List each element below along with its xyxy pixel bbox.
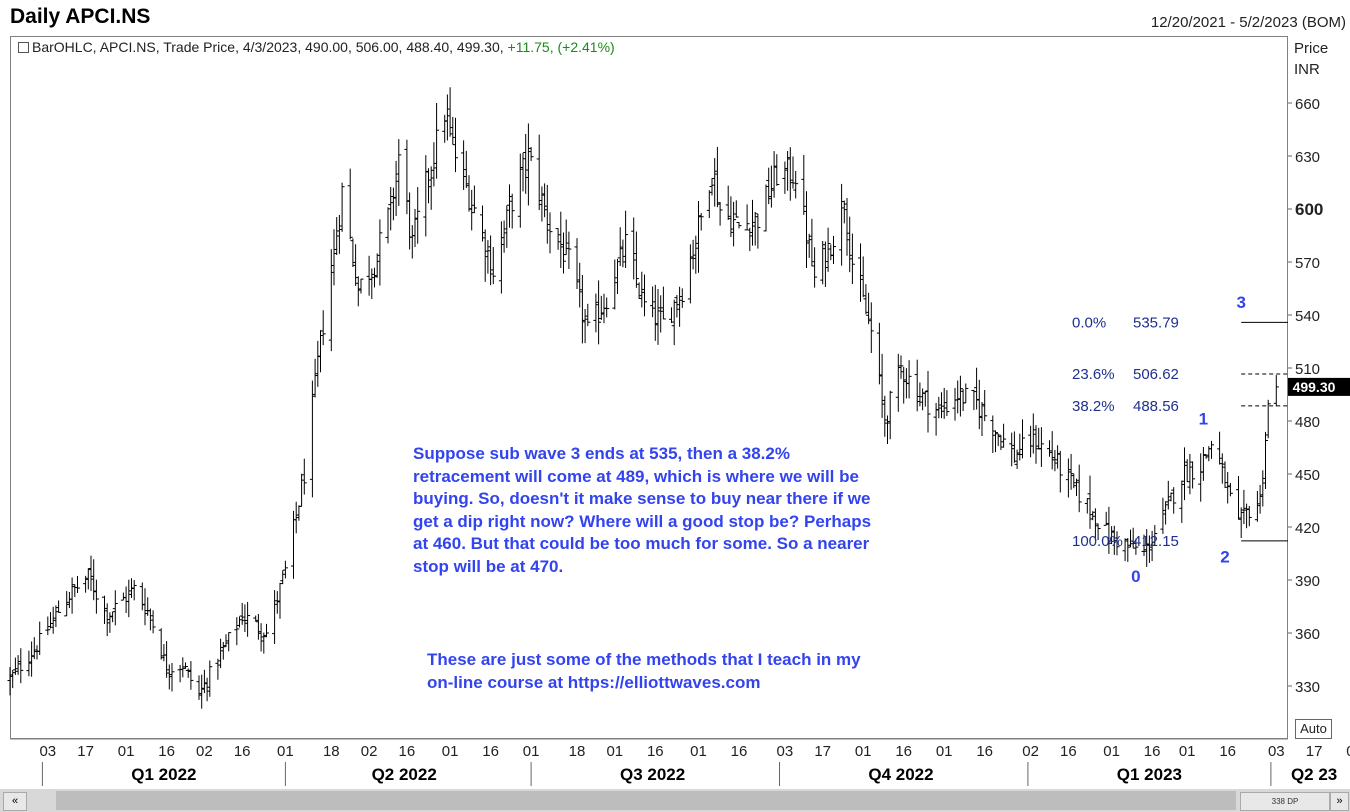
y-tick-label: 450 (1295, 467, 1320, 484)
y-tick-label: 510 (1295, 361, 1320, 378)
x-tick-label: 16 (399, 743, 416, 760)
scroll-right-icon[interactable]: » (1330, 792, 1349, 811)
zoom-indicator[interactable]: 338 DP (1240, 792, 1330, 811)
y-tick-label: 480 (1295, 414, 1320, 431)
x-tick-label: 16 (647, 743, 664, 760)
quarter-label: Q3 2022 (620, 765, 685, 784)
x-tick-label: 16 (234, 743, 251, 760)
x-tick-label: 01 (855, 743, 872, 760)
y-tick-label: 600 (1295, 200, 1323, 219)
price-axis-title-line1: Price (1294, 40, 1329, 57)
x-tick-label: 16 (1144, 743, 1161, 760)
x-tick-label: 16 (482, 743, 499, 760)
x-tick-label: 01 (606, 743, 623, 760)
quarter-label: Q2 2022 (372, 765, 437, 784)
info-icon[interactable] (18, 41, 29, 53)
fib-level-value: 488.56 (1133, 398, 1179, 415)
quarter-label: Q2 23 (1291, 765, 1337, 784)
x-tick-label: 03 (39, 743, 56, 760)
x-tick-label: 03 (777, 743, 794, 760)
wave-label: 2 (1220, 547, 1229, 566)
fib-level-value: 506.62 (1133, 366, 1179, 383)
price-axis-title: Price INR (1294, 38, 1328, 80)
x-tick-label: 01 (1179, 743, 1196, 760)
x-tick-label: 16 (158, 743, 175, 760)
info-line: BarOHLC, APCI.NS, Trade Price, 4/3/2023,… (18, 39, 615, 55)
x-tick-label: 17 (77, 743, 94, 760)
x-tick-label: 01 (277, 743, 294, 760)
fib-level-pct: 23.6% (1072, 366, 1115, 383)
y-tick-label: 330 (1295, 679, 1320, 696)
annotation-retracement-note: Suppose sub wave 3 ends at 535, then a 3… (413, 444, 872, 576)
y-tick-label: 390 (1295, 573, 1320, 590)
auto-scale-button[interactable]: Auto (1295, 719, 1332, 739)
fib-level-value: 535.79 (1133, 314, 1179, 331)
x-tick-label: 01 (523, 743, 540, 760)
horizontal-scrollbar[interactable]: « 338 DP » (0, 789, 1350, 812)
scroll-thumb[interactable] (56, 791, 1236, 810)
x-tick-label: 18 (569, 743, 586, 760)
current-price-badge (1288, 377, 1350, 396)
fib-level-pct: 0.0% (1072, 314, 1106, 331)
quarter-label: Q1 2023 (1117, 765, 1182, 784)
current-price-label: 499.30 (1293, 379, 1336, 395)
x-tick-label: 16 (1219, 743, 1236, 760)
title-bar: Daily APCI.NS 12/20/2021 - 5/2/2023 (BOM… (0, 0, 1350, 36)
x-tick-label: 01 (690, 743, 707, 760)
x-tick-label: 16 (1060, 743, 1077, 760)
chart-svg[interactable]: 330 360 390 420 450 480 510 540 570 600 630 660 499.… (0, 0, 1350, 789)
y-tick-label: 570 (1295, 255, 1320, 272)
info-text: BarOHLC, APCI.NS, Trade Price, 4/3/2023,… (32, 39, 504, 55)
x-tick-label: 02 (1022, 743, 1039, 760)
annotation-course-note: These are just some of the methods that … (427, 650, 861, 692)
quarter-label: Q4 2022 (868, 765, 933, 784)
x-tick-label: 01 (1103, 743, 1120, 760)
quarter-label: Q1 2022 (131, 765, 196, 784)
y-tick-label: 420 (1295, 520, 1320, 537)
wave-label: 0 (1131, 567, 1140, 586)
fib-level-value: 412.15 (1133, 533, 1179, 550)
fib-level-pct: 38.2% (1072, 398, 1115, 415)
x-tick-label: 01 (936, 743, 953, 760)
y-tick-label: 360 (1295, 626, 1320, 643)
x-tick-label: 02 (1346, 743, 1350, 760)
fib-level-pct: 100.0% (1072, 533, 1123, 550)
x-tick-label: 16 (895, 743, 912, 760)
y-tick-label: 660 (1295, 96, 1320, 113)
x-tick-label: 17 (814, 743, 831, 760)
x-tick-label: 03 (1268, 743, 1285, 760)
x-tick-label: 02 (361, 743, 378, 760)
y-tick-label: 630 (1295, 149, 1320, 166)
wave-label: 3 (1236, 293, 1245, 312)
x-tick-label: 02 (196, 743, 213, 760)
price-axis-title-line2: INR (1294, 61, 1320, 78)
chart-title: Daily APCI.NS (10, 5, 151, 28)
scroll-left-icon[interactable]: « (3, 792, 27, 811)
x-tick-label: 18 (323, 743, 340, 760)
date-range: 12/20/2021 - 5/2/2023 (BOM) (1150, 14, 1346, 31)
x-tick-label: 16 (731, 743, 748, 760)
y-tick-label: 540 (1295, 308, 1320, 325)
info-change: +11.75, (+2.41%) (507, 39, 615, 55)
x-tick-label: 16 (976, 743, 993, 760)
x-tick-label: 01 (442, 743, 459, 760)
wave-label: 1 (1199, 410, 1208, 429)
x-tick-label: 01 (118, 743, 135, 760)
x-tick-label: 17 (1306, 743, 1323, 760)
